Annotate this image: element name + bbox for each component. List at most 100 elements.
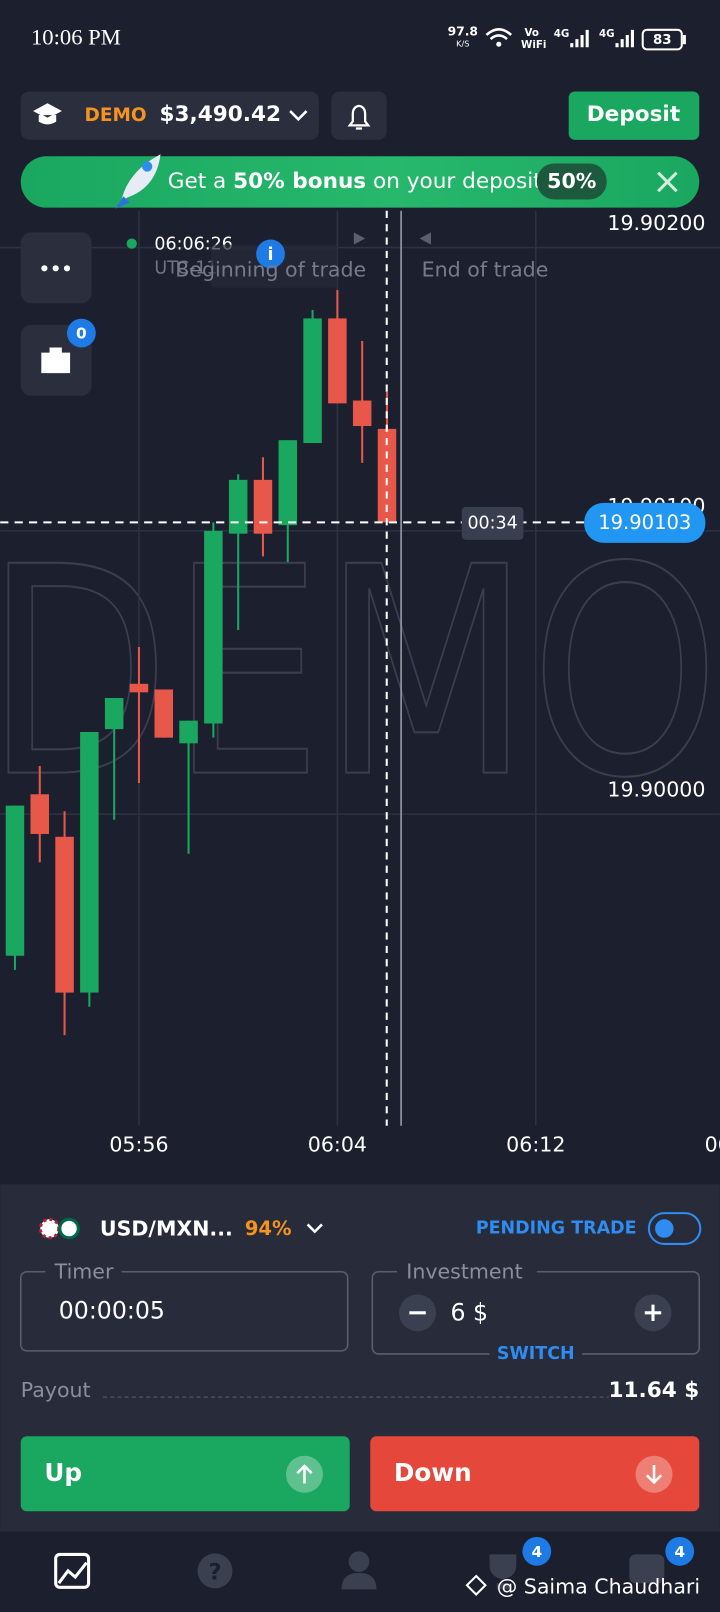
candle-body [104,697,124,730]
arrow-left [419,232,431,245]
pending-trade-label: PENDING TRADE [476,1219,637,1239]
up-button[interactable] [20,1436,350,1512]
live-dot [126,238,137,249]
account-selector[interactable] [20,91,319,140]
nav-profile-head[interactable] [348,1551,370,1572]
network-2: 4G [599,28,615,40]
investment-label: Investment [406,1260,522,1284]
info-icon[interactable] [256,239,285,269]
label-gap [489,1344,583,1364]
nav-help-icon: ? [208,1559,221,1585]
banner-close[interactable] [657,171,678,193]
down-button[interactable] [370,1436,700,1512]
current-price-pill [584,502,706,543]
x-tick-label: 05:56 [109,1132,168,1156]
payout-label: Payout [21,1378,91,1402]
menu-dot [52,265,59,272]
menu-dot [41,265,48,272]
bonus-banner[interactable] [20,156,700,208]
deposit-label: Deposit [587,102,680,127]
label-gap [45,1262,122,1281]
credit: @ Saima Chaudhari [497,1574,700,1598]
rocket-icon [115,154,161,209]
banner-badge [536,163,607,200]
chat-badge-count: 4 [674,1543,685,1561]
signal-2 [615,29,634,48]
pending-toggle[interactable] [647,1212,702,1245]
candle-body [129,683,149,693]
candle-body [377,428,397,523]
payout-value: 11.64 $ [608,1378,699,1403]
network-1: 4G [554,28,570,40]
toggle-knob [655,1219,674,1238]
current-price-label: 19.90103 [598,511,691,534]
timer-label: Timer [54,1260,114,1284]
net-speed-unit: K/S [456,39,469,49]
nav-profile-body [341,1572,377,1590]
flag-us [38,1217,61,1240]
plus-icon [644,1304,662,1322]
flag-mx [58,1217,80,1240]
countdown-box [461,506,524,540]
arrow-right [353,232,366,245]
price-indicator: 00:34 19.90103 [0,502,706,543]
signal-1 [570,29,589,48]
trade-start-label: Beginning of trade [175,257,366,281]
x-tick-label: 06:04 [308,1132,367,1156]
asset-chevron[interactable] [306,1223,323,1234]
candle-body [228,479,248,534]
nav-chart[interactable] [54,1552,91,1589]
menu-dot [63,265,71,272]
up-label: Up [44,1458,82,1487]
info-icon-text: i [268,245,274,265]
down-arrow [645,1464,663,1485]
candle-body [5,805,25,956]
candle-body [30,794,50,834]
candle-body [154,689,174,738]
account-icon [33,103,62,125]
nav-chat[interactable] [629,1554,665,1584]
nav-chart-line [57,1561,88,1585]
banner-text-end: on your deposit! [366,169,550,194]
x-tick-label: 06:20 [705,1132,720,1156]
nav-help[interactable] [197,1553,233,1589]
countdown: 00:34 [467,513,517,533]
switch-button[interactable]: SWITCH [497,1344,575,1364]
balance: $3,490.42 [160,102,281,127]
up-arrow [296,1464,313,1484]
candle-body [352,400,372,427]
credit-icon [465,1574,487,1596]
account-type: DEMO [84,105,146,126]
demo-watermark: DEMO [0,506,720,841]
candle-body [80,731,99,993]
deposit-button[interactable] [568,91,700,140]
battery-outline [641,28,683,51]
candle-body [303,318,322,444]
candle-body [278,440,298,526]
candle-body [179,720,198,744]
timer-value: 00:00:05 [59,1296,165,1324]
status-time: 10:06 PM [31,24,121,49]
down-label: Down [394,1458,472,1487]
candle-body [55,836,74,993]
timer-field[interactable] [19,1270,349,1352]
tournaments-badge [522,1536,552,1566]
briefcase-icon [41,347,71,374]
portfolio-badge [67,318,96,348]
nav-tournaments[interactable] [489,1554,517,1590]
y-tick-label: 19.90200 [607,211,705,235]
label-gap [397,1262,537,1281]
net-speed: 97.8 [448,24,478,38]
chat-badge [665,1536,695,1566]
asset-pair[interactable]: USD/MXN... [100,1217,233,1241]
x-tick-label: 06:12 [506,1132,565,1156]
bottom-nav [0,1531,720,1612]
asset-payout: 94% [245,1217,292,1240]
banner-badge-text: 50% [547,169,596,193]
battery-level: 83 [653,33,672,48]
investment-value: 6 $ [450,1298,488,1326]
account-chevron [289,110,308,122]
notifications-button[interactable] [331,91,387,140]
trade-end-label: End of trade [422,257,549,281]
